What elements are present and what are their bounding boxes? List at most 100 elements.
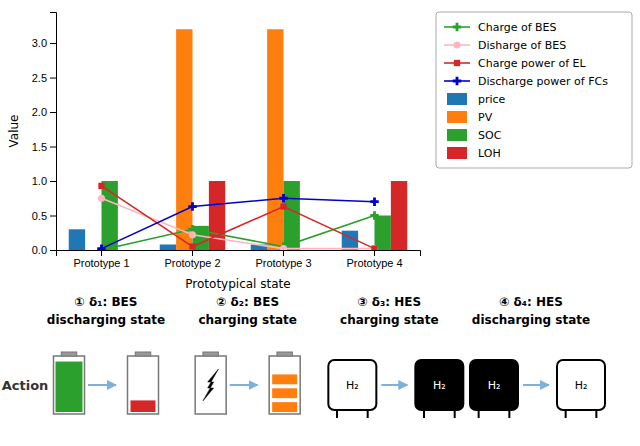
icon [336, 410, 338, 418]
legend-label: SOC [478, 129, 502, 142]
y-tick-mark [50, 147, 56, 148]
y-axis-title: Value [7, 115, 21, 148]
marker [280, 203, 286, 209]
bar-series [102, 181, 391, 250]
y-tick-label: 1.5 [32, 141, 47, 153]
bar [375, 216, 391, 250]
bar [391, 181, 407, 250]
icon [454, 410, 456, 418]
legend-item: price [447, 93, 506, 106]
legend-label: Charge of BES [478, 21, 557, 34]
y-tick: 1.0 [32, 175, 56, 187]
x-tick: Prototype 3 [255, 250, 311, 269]
legend-swatch [447, 93, 467, 105]
icon-arrow [88, 384, 116, 386]
marker [98, 183, 104, 189]
marker [189, 231, 196, 238]
icon [54, 356, 85, 414]
annotation: ④ δ₄: HES [499, 295, 563, 309]
legend-swatch [447, 111, 467, 123]
bar [284, 181, 300, 250]
icon [328, 360, 376, 410]
icon [508, 410, 510, 418]
line [102, 198, 375, 248]
icon [203, 369, 219, 401]
line [102, 186, 375, 249]
bar-series [209, 181, 407, 250]
y-tick-label: 1.0 [32, 175, 47, 187]
marker [280, 245, 287, 250]
icon [203, 352, 219, 356]
line [102, 216, 375, 250]
annotation: H₂ [433, 379, 446, 392]
marker [371, 245, 378, 250]
legend-item: Charge power of EL [444, 57, 587, 70]
y-tick-mark [50, 43, 56, 44]
legend-swatch [447, 147, 467, 159]
icon [56, 362, 83, 412]
y-tick: 2.5 [32, 72, 56, 84]
icon [61, 352, 77, 356]
annotation: H₂ [488, 379, 501, 392]
x-axis-line [57, 251, 421, 257]
icon [557, 360, 605, 410]
annotation: discharging state [47, 313, 165, 327]
legend-item: Discharge power of FCs [444, 75, 608, 88]
annotation: ① δ₁: BES [75, 295, 138, 309]
legend-swatch [447, 129, 467, 141]
x-tick-label: Prototype 3 [255, 257, 311, 269]
marker [98, 195, 105, 202]
bar-series [176, 29, 283, 250]
legend-item: LOH [447, 147, 501, 160]
icon [470, 360, 518, 410]
y-axis-line [50, 13, 57, 251]
icon-arrow [230, 384, 258, 386]
marker [188, 202, 196, 210]
x-axis: Prototype 1Prototype 2Prototype 3Prototy… [57, 250, 421, 269]
x-tick: Prototype 1 [73, 250, 129, 269]
legend-item: Disharge of BES [444, 39, 566, 52]
x-tick: Prototype 2 [164, 250, 220, 269]
chart: Prototype 1 Prototype 2 Prototype 3 Prototy… [0, 0, 640, 446]
legend-label: Charge power of EL [478, 57, 587, 70]
plot-area [69, 29, 408, 250]
icon [195, 356, 226, 414]
legend: Charge of BES Disharge of BES Charge power… [436, 12, 632, 168]
y-tick-label: 0.0 [32, 244, 47, 256]
x-tick-mark [283, 250, 284, 256]
y-tick-label: 2.0 [32, 106, 47, 118]
marker [370, 211, 378, 219]
bar [69, 229, 85, 250]
line-series [97, 194, 378, 250]
icon [269, 356, 300, 414]
legend-swatch [453, 77, 461, 85]
legend-item: PV [447, 111, 493, 124]
legend-swatch [453, 41, 460, 48]
legend-label: Disharge of BES [478, 39, 566, 52]
icon [478, 410, 480, 418]
icon-arrow [381, 384, 407, 386]
icon [595, 410, 597, 418]
y-tick: 0.5 [32, 210, 56, 222]
y-tick-mark [50, 250, 56, 251]
y-tick: 1.5 [32, 141, 56, 153]
x-tick-mark [101, 250, 102, 256]
icon [367, 410, 369, 418]
marker [279, 194, 287, 202]
y-tick-label: 2.5 [32, 72, 47, 84]
bar [118, 250, 134, 251]
marker [97, 244, 105, 250]
legend-frame [436, 12, 632, 168]
icon [423, 410, 425, 418]
annotation-panel: ① δ₁: BESdischarging state② δ₂: BEScharg… [2, 295, 605, 418]
icon [128, 356, 159, 414]
y-tick-label: 0.5 [32, 210, 47, 222]
x-axis-title: Prototypical state [185, 277, 290, 291]
legend-item: Charge of BES [444, 21, 557, 34]
marker [371, 245, 377, 250]
line [102, 198, 375, 248]
icon [131, 400, 156, 412]
y-tick-label: 3.0 [32, 37, 47, 49]
line-series [98, 183, 377, 250]
legend-item: SOC [447, 129, 502, 142]
